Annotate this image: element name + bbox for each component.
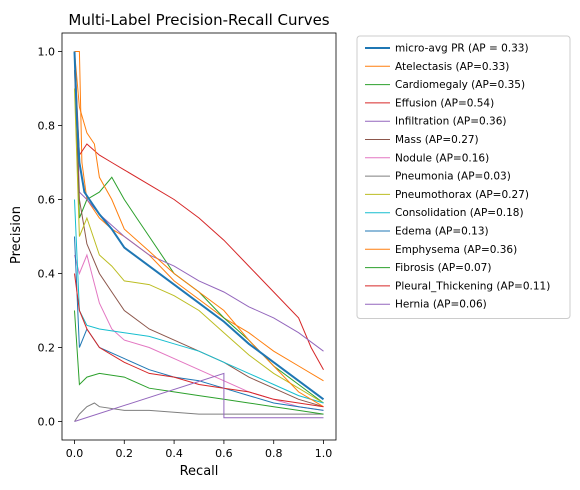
y-tick-label: 0.8 (38, 120, 56, 133)
series-line-5 (74, 69, 324, 408)
series-line-6 (74, 253, 324, 411)
legend-frame (356, 35, 571, 319)
legend-entry-label: Pleural_Thickening (AP=0.11) (395, 280, 550, 292)
x-tick-label: 0.0 (66, 447, 84, 460)
legend-entry-label: Edema (AP=0.13) (395, 226, 489, 238)
series-line-1 (74, 51, 324, 382)
x-tick-label: 0.4 (165, 447, 183, 460)
x-tick-label: 0.8 (265, 447, 283, 460)
series-line-13 (74, 273, 324, 408)
series-line-8 (74, 88, 324, 404)
legend-entry-label: Emphysema (AP=0.36) (395, 244, 517, 256)
series-line-0 (73, 51, 325, 401)
legend: micro-avg PR (AP = 0.33) Atelectasis (AP=… (356, 35, 571, 319)
legend-entry-label: Hernia (AP=0.06) (395, 299, 487, 311)
y-tick-label: 0.0 (38, 416, 56, 429)
legend-entry-label: micro-avg PR (AP = 0.33) (395, 43, 529, 55)
legend-entry-label: Atelectasis (AP=0.33) (395, 61, 509, 73)
y-tick-label: 0.6 (38, 194, 56, 207)
legend-entry-label: Infiltration (AP=0.36) (395, 116, 507, 128)
y-axis-label: Precision (9, 206, 24, 264)
plot-area: 0.0 0.2 0.4 0.6 0.8 1.0 0.0 0.2 0.4 0.6 0.8 1.0 (38, 32, 337, 460)
legend-entry-label: Effusion (AP=0.54) (395, 97, 494, 109)
series-line-4 (74, 51, 324, 352)
series-line-3 (74, 51, 324, 370)
legend-entry-label: Mass (AP=0.27) (395, 134, 479, 146)
y-tick-label: 0.2 (38, 342, 56, 355)
series-line-2 (74, 51, 324, 404)
series-line-7 (74, 402, 324, 422)
legend-entry-label: Pneumothorax (AP=0.27) (395, 189, 529, 201)
chart-title: Multi-Label Precision-Recall Curves (68, 11, 329, 29)
series-line-12 (74, 310, 324, 415)
series-line-14 (74, 372, 324, 422)
y-tick-label: 0.4 (38, 268, 56, 281)
legend-entry-label: Fibrosis (AP=0.07) (395, 262, 491, 274)
x-tick-label: 1.0 (315, 447, 333, 460)
legend-entry-label: Cardiomegaly (AP=0.35) (395, 79, 525, 91)
x-axis-label: Recall (180, 464, 219, 479)
y-tick-label: 1.0 (38, 46, 56, 59)
legend-entry-label: Nodule (AP=0.16) (395, 152, 489, 164)
x-tick-label: 0.2 (116, 447, 134, 460)
x-tick-label: 0.6 (215, 447, 233, 460)
plot-frame (61, 32, 337, 441)
legend-entry-label: Pneumonia (AP=0.03) (395, 171, 511, 183)
series-line-9 (74, 199, 324, 404)
legend-entry-label: Consolidation (AP=0.18) (395, 207, 524, 219)
